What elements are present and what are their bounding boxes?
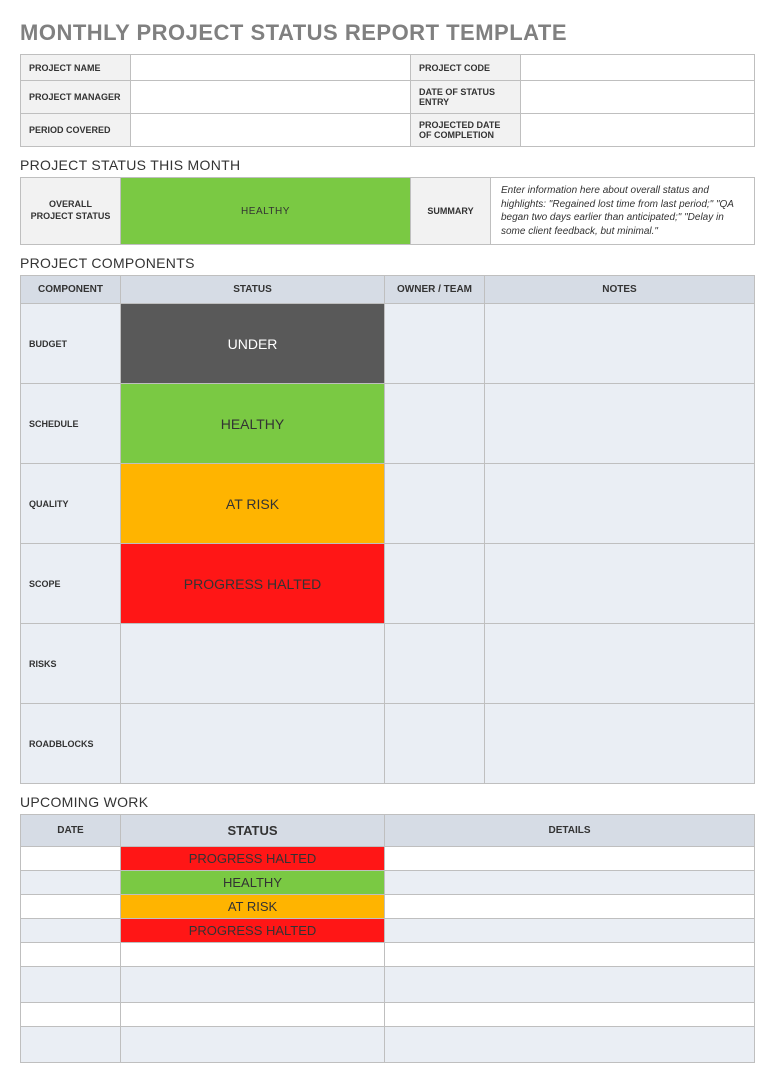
status-month-table: OVERALL PROJECT STATUS HEALTHY SUMMARY E… xyxy=(20,177,755,245)
component-notes[interactable] xyxy=(485,464,755,544)
upcoming-status-cell[interactable]: HEALTHY xyxy=(121,871,385,895)
upcoming-row xyxy=(21,967,755,1003)
upcoming-date[interactable] xyxy=(21,919,121,943)
label-project-code: PROJECT CODE xyxy=(411,55,521,81)
value-projected-completion[interactable] xyxy=(521,114,755,147)
label-summary: SUMMARY xyxy=(411,178,491,245)
component-label: BUDGET xyxy=(21,304,121,384)
upcoming-status-cell[interactable] xyxy=(121,1027,385,1063)
component-row: SCOPEPROGRESS HALTED xyxy=(21,544,755,624)
upcoming-details[interactable] xyxy=(385,943,755,967)
heading-status-month: PROJECT STATUS THIS MONTH xyxy=(20,157,755,173)
upcoming-status-cell[interactable] xyxy=(121,1003,385,1027)
upcoming-row: PROGRESS HALTED xyxy=(21,847,755,871)
component-row: ROADBLOCKS xyxy=(21,704,755,784)
upcoming-details[interactable] xyxy=(385,967,755,1003)
component-notes[interactable] xyxy=(485,384,755,464)
upcoming-date[interactable] xyxy=(21,1027,121,1063)
th-date: DATE xyxy=(21,815,121,847)
upcoming-date[interactable] xyxy=(21,943,121,967)
label-period-covered: PERIOD COVERED xyxy=(21,114,131,147)
upcoming-status-cell[interactable] xyxy=(121,967,385,1003)
component-label: RISKS xyxy=(21,624,121,704)
component-label: SCOPE xyxy=(21,544,121,624)
value-period-covered[interactable] xyxy=(131,114,411,147)
component-label: SCHEDULE xyxy=(21,384,121,464)
upcoming-details[interactable] xyxy=(385,895,755,919)
th-notes: NOTES xyxy=(485,276,755,304)
component-status-cell[interactable]: AT RISK xyxy=(121,464,385,544)
upcoming-status-cell[interactable]: PROGRESS HALTED xyxy=(121,847,385,871)
component-owner[interactable] xyxy=(385,624,485,704)
upcoming-table: DATE STATUS DETAILS PROGRESS HALTEDHEALT… xyxy=(20,814,755,1063)
th-component: COMPONENT xyxy=(21,276,121,304)
upcoming-details[interactable] xyxy=(385,871,755,895)
value-date-of-status[interactable] xyxy=(521,81,755,114)
label-project-name: PROJECT NAME xyxy=(21,55,131,81)
component-owner[interactable] xyxy=(385,544,485,624)
heading-components: PROJECT COMPONENTS xyxy=(20,255,755,271)
component-status-cell[interactable]: PROGRESS HALTED xyxy=(121,544,385,624)
upcoming-date[interactable] xyxy=(21,967,121,1003)
upcoming-details[interactable] xyxy=(385,919,755,943)
component-owner[interactable] xyxy=(385,304,485,384)
component-status-cell[interactable]: UNDER xyxy=(121,304,385,384)
upcoming-date[interactable] xyxy=(21,847,121,871)
component-row: SCHEDULEHEALTHY xyxy=(21,384,755,464)
upcoming-row: AT RISK xyxy=(21,895,755,919)
th-status: STATUS xyxy=(121,276,385,304)
component-row: RISKS xyxy=(21,624,755,704)
project-info-table: PROJECT NAME PROJECT CODE PROJECT MANAGE… xyxy=(20,54,755,147)
page-title: MONTHLY PROJECT STATUS REPORT TEMPLATE xyxy=(20,20,755,46)
component-notes[interactable] xyxy=(485,624,755,704)
component-owner[interactable] xyxy=(385,384,485,464)
overall-status-cell[interactable]: HEALTHY xyxy=(121,178,411,245)
component-label: QUALITY xyxy=(21,464,121,544)
component-status-cell[interactable] xyxy=(121,704,385,784)
upcoming-date[interactable] xyxy=(21,895,121,919)
component-status-cell[interactable]: HEALTHY xyxy=(121,384,385,464)
value-project-name[interactable] xyxy=(131,55,411,81)
upcoming-status-cell[interactable]: AT RISK xyxy=(121,895,385,919)
upcoming-details[interactable] xyxy=(385,1003,755,1027)
label-project-manager: PROJECT MANAGER xyxy=(21,81,131,114)
label-projected-completion: PROJECTED DATE OF COMPLETION xyxy=(411,114,521,147)
component-label: ROADBLOCKS xyxy=(21,704,121,784)
upcoming-row xyxy=(21,943,755,967)
component-row: QUALITYAT RISK xyxy=(21,464,755,544)
th-upcoming-status: STATUS xyxy=(121,815,385,847)
component-owner[interactable] xyxy=(385,464,485,544)
summary-text[interactable]: Enter information here about overall sta… xyxy=(491,178,755,245)
component-notes[interactable] xyxy=(485,704,755,784)
upcoming-row: HEALTHY xyxy=(21,871,755,895)
component-row: BUDGETUNDER xyxy=(21,304,755,384)
label-overall-status: OVERALL PROJECT STATUS xyxy=(21,178,121,245)
component-owner[interactable] xyxy=(385,704,485,784)
upcoming-row xyxy=(21,1003,755,1027)
th-owner: OWNER / TEAM xyxy=(385,276,485,304)
component-notes[interactable] xyxy=(485,304,755,384)
component-status-cell[interactable] xyxy=(121,624,385,704)
upcoming-row: PROGRESS HALTED xyxy=(21,919,755,943)
upcoming-status-cell[interactable] xyxy=(121,943,385,967)
value-project-manager[interactable] xyxy=(131,81,411,114)
upcoming-row xyxy=(21,1027,755,1063)
value-project-code[interactable] xyxy=(521,55,755,81)
upcoming-status-cell[interactable]: PROGRESS HALTED xyxy=(121,919,385,943)
heading-upcoming: UPCOMING WORK xyxy=(20,794,755,810)
components-table: COMPONENT STATUS OWNER / TEAM NOTES BUDG… xyxy=(20,275,755,784)
label-date-of-status: DATE OF STATUS ENTRY xyxy=(411,81,521,114)
upcoming-date[interactable] xyxy=(21,1003,121,1027)
component-notes[interactable] xyxy=(485,544,755,624)
th-details: DETAILS xyxy=(385,815,755,847)
upcoming-details[interactable] xyxy=(385,1027,755,1063)
upcoming-details[interactable] xyxy=(385,847,755,871)
upcoming-date[interactable] xyxy=(21,871,121,895)
